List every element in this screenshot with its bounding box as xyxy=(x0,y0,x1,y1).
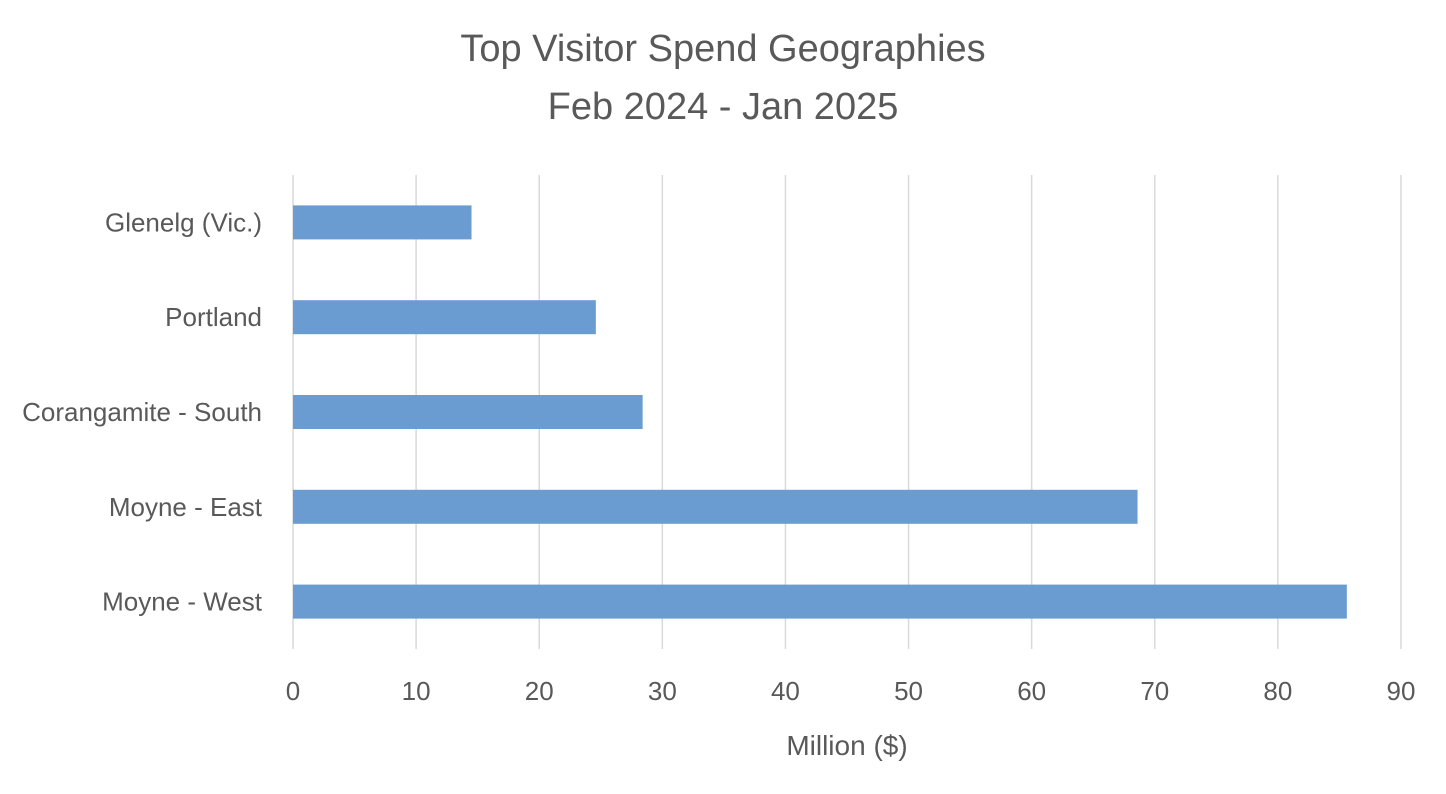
x-tick-label: 30 xyxy=(648,676,677,706)
chart-title-line-1: Top Visitor Spend Geographies xyxy=(460,28,986,70)
x-tick-label: 0 xyxy=(286,676,300,706)
bar-portland xyxy=(293,300,596,335)
x-tick-label: 60 xyxy=(1017,676,1046,706)
x-tick-label: 20 xyxy=(525,676,554,706)
x-tick-label: 90 xyxy=(1387,676,1416,706)
x-tick-label: 80 xyxy=(1263,676,1292,706)
category-label: Moyne - West xyxy=(102,587,263,617)
x-tick-label: 70 xyxy=(1140,676,1169,706)
category-label: Moyne - East xyxy=(109,492,263,522)
bar-corangamite-south xyxy=(293,395,643,429)
category-label: Portland xyxy=(165,302,262,332)
bar-moyne-west xyxy=(293,584,1347,619)
x-tick-label: 10 xyxy=(402,676,431,706)
x-axis-label: Million ($) xyxy=(786,730,907,761)
x-tick-label: 50 xyxy=(894,676,923,706)
chart-title-line-2: Feb 2024 - Jan 2025 xyxy=(547,86,899,128)
bar-moyne-east xyxy=(293,489,1138,524)
bar-glenelg-vic xyxy=(293,205,472,240)
category-label: Corangamite - South xyxy=(22,397,262,427)
x-tick-label: 40 xyxy=(771,676,800,706)
category-label: Glenelg (Vic.) xyxy=(105,207,262,237)
